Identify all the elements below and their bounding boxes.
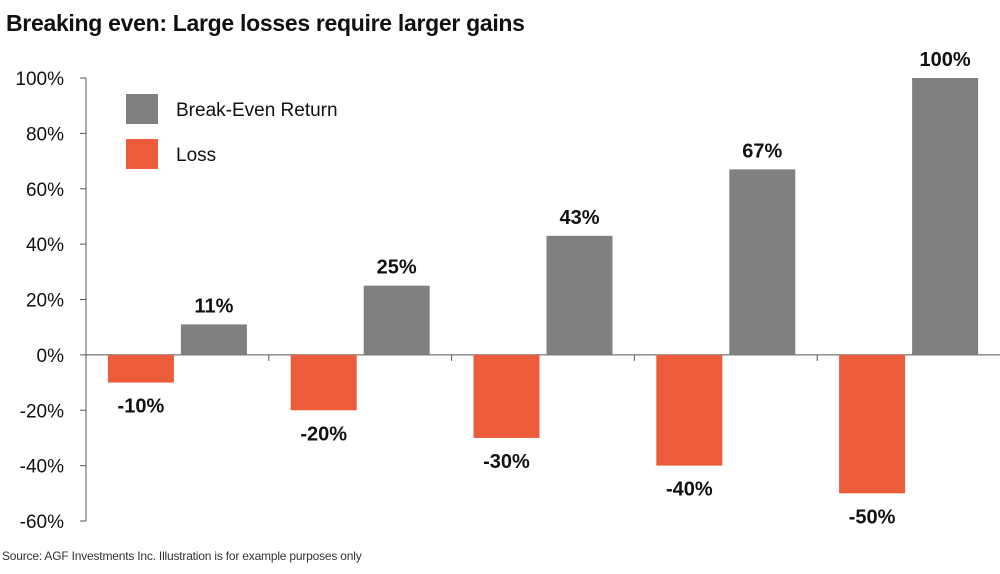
break-even-return-bar (729, 169, 796, 355)
loss-bar (290, 354, 357, 411)
y-tick-label: 100% (15, 69, 64, 90)
break-even-return-data-label: 43% (559, 207, 599, 229)
loss-bar (107, 354, 174, 383)
y-tick-label: -40% (20, 457, 64, 478)
loss-data-label: -10% (118, 396, 165, 418)
break-even-return-data-label: 25% (377, 257, 417, 279)
y-tick-label: -60% (20, 512, 64, 533)
legend-label-break-even-return: Break-Even Return (176, 100, 338, 121)
break-even-return-bar (912, 78, 979, 355)
break-even-return-bar (180, 324, 247, 355)
y-tick-label: 80% (26, 124, 64, 145)
y-tick-label: 20% (26, 291, 64, 312)
loss-bar (839, 354, 906, 494)
break-even-return-data-label: 67% (742, 140, 782, 162)
loss-data-label: -50% (849, 506, 896, 528)
legend-swatch-loss (126, 139, 158, 169)
break-even-return-data-label: 11% (194, 295, 233, 317)
chart-title: Breaking even: Large losses require larg… (6, 10, 525, 36)
loss-data-label: -20% (300, 423, 347, 445)
legend-swatch-break-even-return (126, 94, 158, 124)
legend-label-loss: Loss (176, 145, 216, 166)
break-even-return-data-label: 100% (920, 49, 971, 71)
y-tick-label: -20% (20, 401, 64, 422)
break-even-return-bar (363, 285, 430, 355)
y-tick-label: 60% (26, 180, 64, 201)
source-note: Source: AGF Investments Inc. Illustratio… (2, 549, 362, 563)
loss-bar (656, 354, 723, 466)
loss-data-label: -40% (666, 479, 713, 501)
loss-bar (473, 354, 540, 438)
break-even-return-bar (546, 235, 613, 355)
y-tick-label: 40% (26, 235, 64, 256)
loss-data-label: -30% (483, 451, 530, 473)
y-tick-label: 0% (37, 346, 65, 367)
